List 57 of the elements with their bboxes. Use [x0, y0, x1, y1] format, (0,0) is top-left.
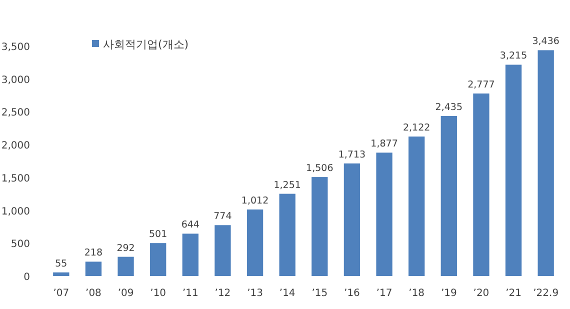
- bar: [85, 262, 102, 276]
- bar: [538, 50, 554, 276]
- x-tick-label: ’22.9: [533, 288, 559, 299]
- bar: [214, 225, 231, 276]
- data-label: 501: [149, 229, 168, 240]
- data-label: 55: [55, 258, 68, 270]
- x-tick-label: ’09: [118, 288, 134, 299]
- data-label: 1,506: [306, 163, 334, 174]
- x-tick-label: ’17: [376, 288, 392, 299]
- data-label: 774: [214, 211, 232, 222]
- x-tick-label: ’12: [214, 288, 231, 299]
- data-label: 3,436: [532, 36, 560, 48]
- y-tick-label: 3,500: [1, 42, 30, 53]
- x-tick-label: ’13: [247, 288, 263, 299]
- bar: [376, 152, 392, 276]
- y-tick-label: 500: [10, 239, 30, 250]
- x-tick-label: ’08: [86, 288, 102, 299]
- x-tick-label: ’11: [182, 288, 198, 299]
- y-tick-label: 2,500: [1, 108, 30, 119]
- bar: [246, 209, 264, 276]
- x-tick-label: ’14: [279, 288, 296, 299]
- bar: [182, 234, 198, 276]
- data-label: 3,215: [500, 50, 528, 62]
- data-label: 2,435: [435, 102, 463, 113]
- data-label: 1,251: [274, 180, 301, 191]
- bar: [440, 116, 457, 276]
- x-tick-label: ’18: [408, 288, 425, 299]
- data-label: 644: [181, 220, 200, 231]
- x-tick-label: ’20: [473, 288, 490, 299]
- data-label: 292: [116, 242, 135, 254]
- x-tick-label: ’07: [53, 288, 70, 299]
- x-tick-label: ’21: [506, 288, 522, 299]
- bar: [312, 177, 328, 276]
- data-label: 2,122: [402, 122, 430, 134]
- y-tick-label: 3,000: [1, 74, 30, 86]
- data-label: 1,713: [338, 149, 366, 160]
- data-label: 1,012: [241, 195, 269, 206]
- x-tick-label: ’16: [344, 288, 360, 299]
- y-tick-label: 2,000: [1, 140, 30, 152]
- bar: [505, 64, 522, 276]
- x-tick-label: ’10: [150, 288, 166, 299]
- bar: [408, 136, 425, 276]
- data-label: 218: [84, 248, 103, 259]
- bar: [473, 94, 490, 276]
- bar: [118, 256, 134, 276]
- data-label: 2,777: [468, 80, 495, 91]
- data-label: 1,877: [370, 138, 398, 150]
- y-tick-label: 0: [24, 272, 30, 283]
- bar: [53, 272, 70, 276]
- bar: [279, 194, 296, 276]
- y-tick-label: 1,500: [1, 173, 30, 184]
- bar: [150, 243, 166, 276]
- y-tick-label: 1,000: [1, 206, 30, 218]
- legend-label: 사회적기업(개소): [103, 38, 189, 51]
- bar: [344, 163, 360, 276]
- x-tick-label: ’19: [440, 288, 457, 299]
- x-tick-label: ’15: [312, 288, 328, 299]
